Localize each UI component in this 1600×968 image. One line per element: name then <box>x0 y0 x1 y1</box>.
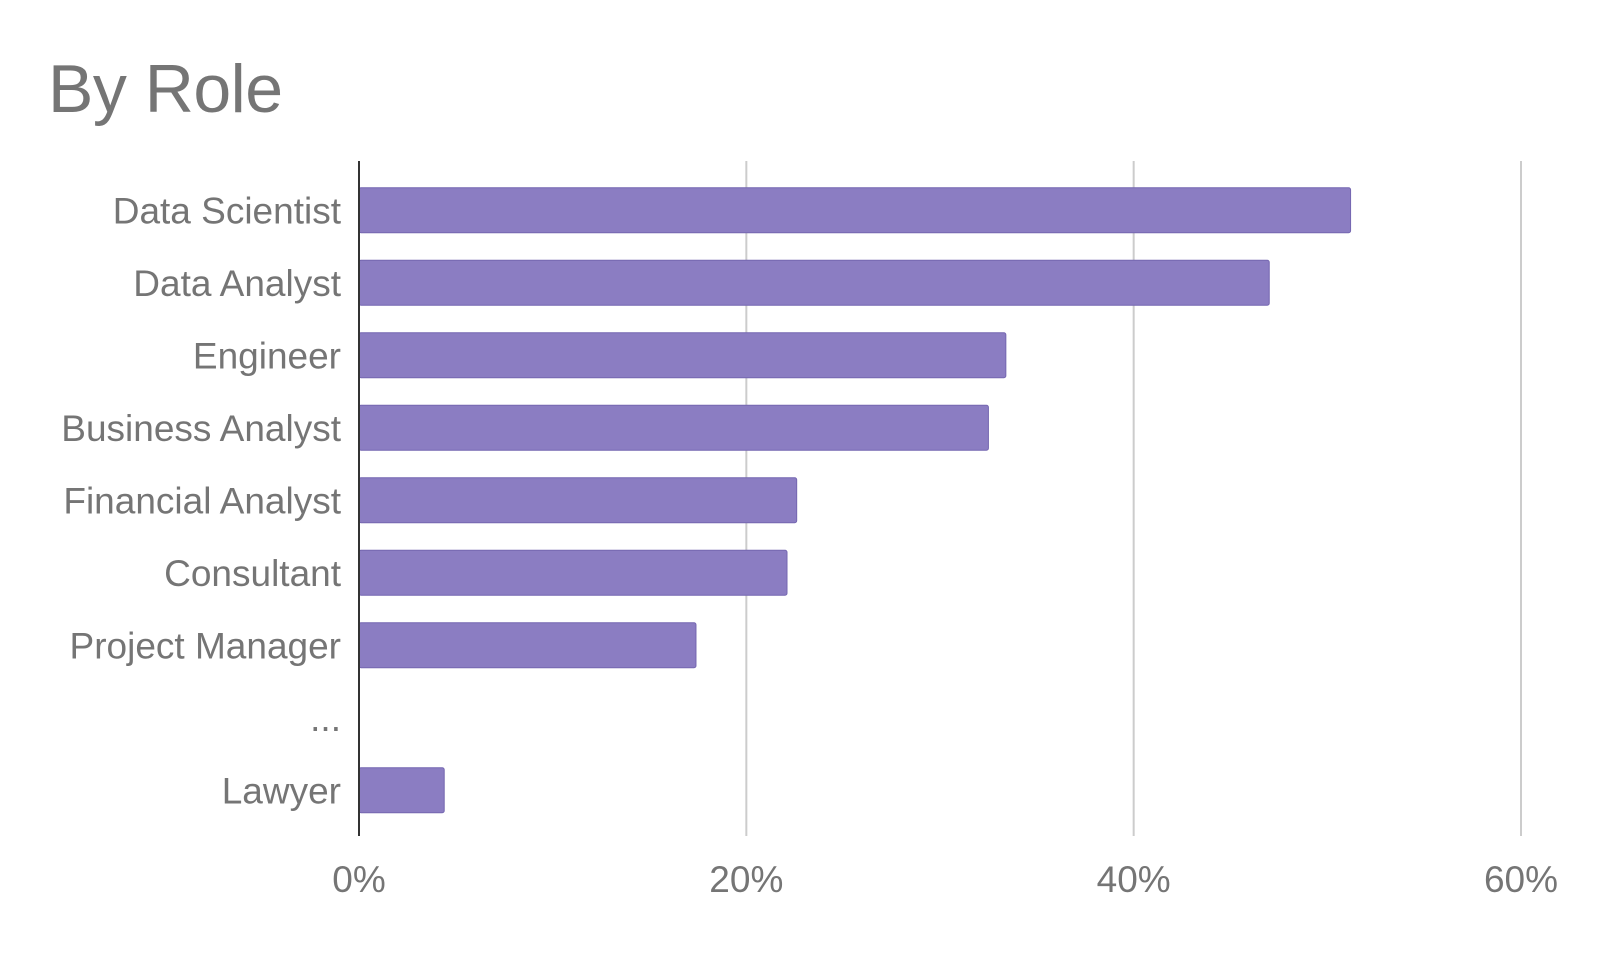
x-tick-labels: 0% 20% 40% 60% <box>332 859 1558 900</box>
category-label: Data Scientist <box>113 190 342 231</box>
bar-engineer <box>358 332 1007 379</box>
category-label: Consultant <box>164 553 342 594</box>
bar-data-analyst <box>358 259 1270 306</box>
category-label: Engineer <box>193 335 341 376</box>
bar-lawyer <box>358 767 445 814</box>
category-label: Financial Analyst <box>63 480 341 521</box>
bar-financial-analyst <box>358 477 798 524</box>
bar-business-analyst <box>358 404 989 451</box>
bars <box>358 187 1352 814</box>
bar-project-manager <box>358 622 697 669</box>
chart-title: By Role <box>48 51 283 127</box>
x-tick-label: 60% <box>1484 859 1558 900</box>
x-tick-label: 20% <box>709 859 783 900</box>
x-tick-label: 0% <box>332 859 385 900</box>
category-label: Data Analyst <box>133 263 341 304</box>
bar-data-scientist <box>358 187 1352 234</box>
category-label: Business Analyst <box>61 408 341 449</box>
category-label: ... <box>310 698 341 739</box>
category-label: Lawyer <box>222 770 341 811</box>
bar-consultant <box>358 549 788 596</box>
x-tick-label: 40% <box>1097 859 1171 900</box>
category-labels: Data Scientist Data Analyst Engineer Busine… <box>61 190 341 811</box>
category-label: Project Manager <box>70 625 341 666</box>
